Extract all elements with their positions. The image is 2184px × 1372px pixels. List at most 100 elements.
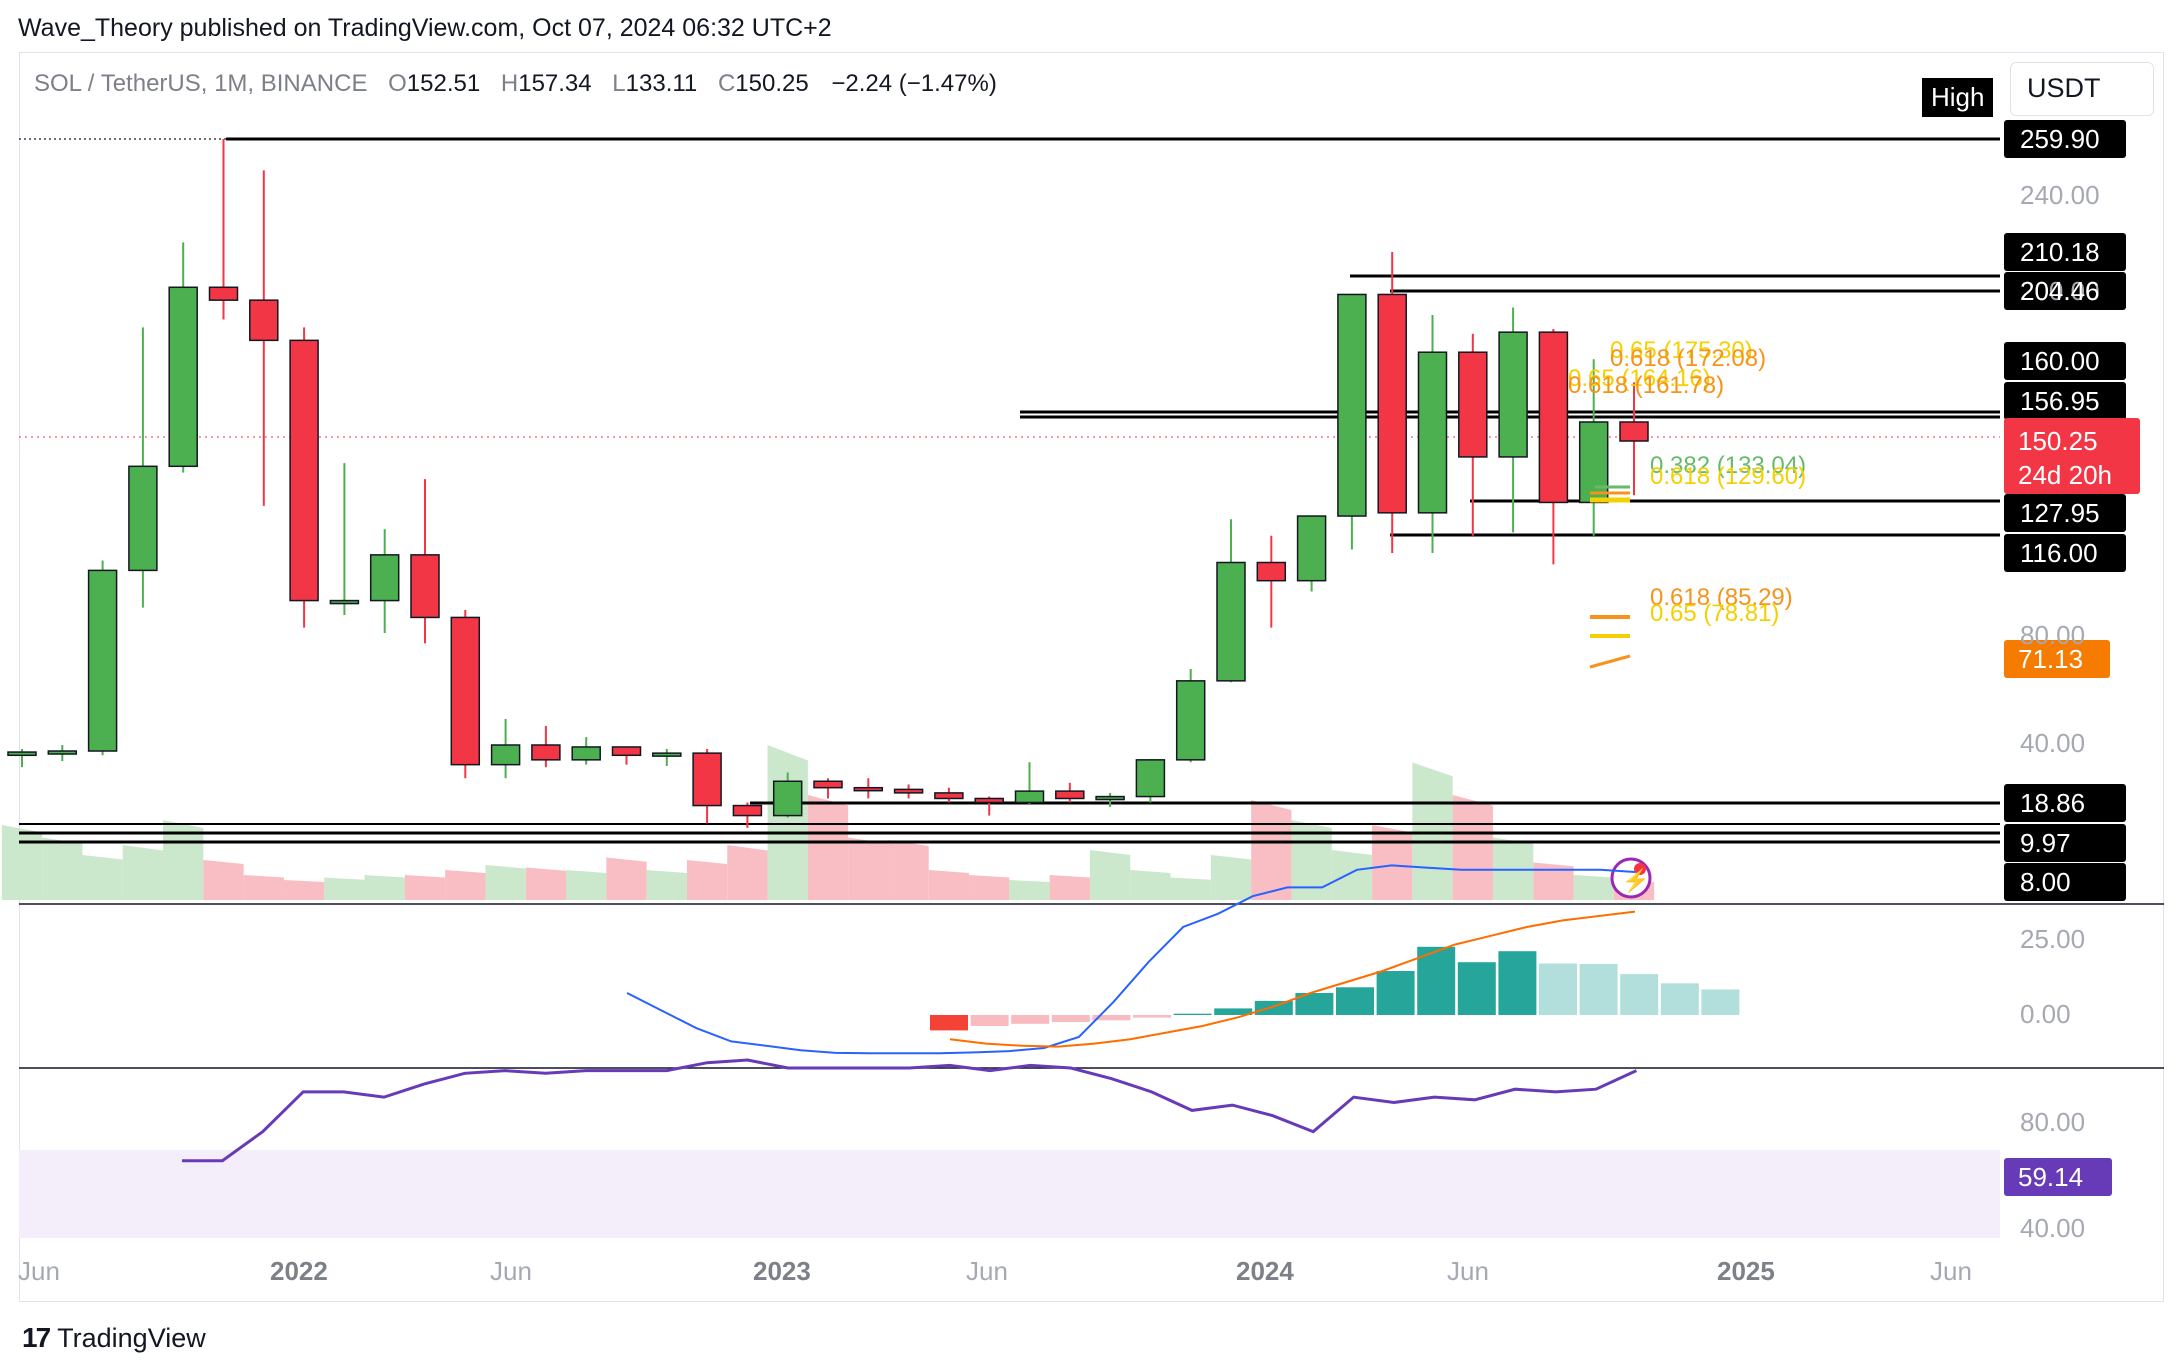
macd-histogram-bar [1173, 1013, 1212, 1015]
tradingview-brand: TradingView [57, 1322, 206, 1353]
macd-line [626, 864, 1636, 1055]
price-level-tag [2004, 382, 2126, 420]
candle-body [490, 744, 521, 766]
macd-histogram-bar [1092, 1015, 1131, 1021]
price-level-tag-text: 9.97 [2020, 828, 2071, 858]
background-area [1412, 762, 1453, 900]
macd-histogram-bar [1336, 987, 1374, 1015]
background-area [1492, 837, 1534, 900]
fib-labels-group [1589, 485, 1631, 669]
background-area [1009, 880, 1050, 900]
macd-signal-line [949, 910, 1636, 1048]
candle-body [1175, 680, 1206, 761]
background-area [404, 875, 446, 900]
candle-body [128, 465, 158, 572]
price-level-tag [2004, 534, 2126, 572]
high-value: 157.34 [518, 70, 592, 97]
fib-label: 0.382 (133.04) [1650, 452, 1806, 479]
background-area [1331, 850, 1373, 900]
background-area [1573, 875, 1614, 900]
candle-body [1337, 293, 1367, 517]
price-axis-tick: 40.00 [2020, 728, 2085, 758]
open-label: O [388, 70, 407, 97]
candle-body [571, 746, 601, 761]
price-axis-tick: 200.00 [2020, 276, 2100, 306]
time-axis-label: 2025 [1717, 1256, 1775, 1286]
currency-button[interactable]: USDT [2010, 62, 2154, 116]
candle-body [692, 752, 722, 807]
background-area [525, 867, 567, 900]
macd-histogram-bar [1579, 963, 1618, 1015]
price-axis-tick: 80.00 [2020, 620, 2085, 650]
background-area [42, 837, 83, 900]
background-area [1372, 825, 1413, 900]
candle-body [410, 554, 440, 619]
macd-histogram-bar [1051, 1015, 1090, 1023]
background-area [1089, 850, 1131, 900]
price-level-tag [2004, 784, 2126, 822]
time-axis-label: Jun [1930, 1256, 1972, 1286]
background-area-group [1, 745, 1655, 900]
symbol-legend: SOL / TetherUS, 1M, BINANCE O152.51 H157… [34, 70, 997, 98]
candle-body [1578, 421, 1609, 504]
macd-histogram-bar [970, 1015, 1009, 1026]
alert-icon-dot [1634, 863, 1646, 875]
candle-body [853, 786, 884, 792]
background-area [203, 860, 244, 900]
background-area [848, 837, 889, 900]
low-label: L [612, 70, 626, 97]
background-area [969, 875, 1010, 900]
background-area [82, 855, 123, 900]
candle-body [531, 744, 561, 761]
background-area [1, 825, 43, 900]
background-area [283, 880, 325, 900]
price-level-tag [2004, 272, 2126, 310]
candle-body [813, 780, 843, 789]
price-level-tag [2004, 233, 2126, 271]
tradingview-footer[interactable]: 17 TradingView [22, 1322, 206, 1354]
time-axis-label: 2022 [270, 1256, 328, 1286]
background-area [1049, 875, 1090, 900]
price-level-tag-text: 210.18 [2020, 237, 2100, 267]
price-axis-tick: 240.00 [2020, 180, 2100, 210]
countdown-value: 24d 20h [2018, 460, 2112, 490]
macd-axis-tick: 0.00 [2020, 999, 2071, 1029]
tradingview-logo-icon: 17 [22, 1322, 51, 1353]
fib-label: 0.65 (78.81) [1650, 600, 1779, 627]
background-area [163, 820, 204, 900]
candle-body [289, 339, 319, 602]
macd-histogram-bar [1620, 974, 1659, 1015]
open-value: 152.51 [406, 70, 481, 97]
candle-body [1256, 561, 1287, 582]
background-area [324, 877, 365, 900]
macd-histogram-bar [1254, 1000, 1293, 1015]
candle-body [732, 804, 763, 817]
macd-histogram-bar [1457, 962, 1496, 1015]
price-level-tag-text: 8.00 [2020, 867, 2071, 897]
orange-level-value: 71.13 [2018, 644, 2083, 674]
macd-group [626, 864, 1740, 1055]
candle-body [772, 780, 803, 817]
background-area [1452, 795, 1493, 900]
candle-body [1055, 790, 1085, 800]
high-badge[interactable]: High [1922, 78, 1994, 117]
fib-marker [1589, 654, 1631, 669]
price-level-tag [2004, 863, 2126, 901]
candle-body [934, 792, 964, 800]
symbol-pair[interactable]: SOL / TetherUS, 1M, BINANCE [34, 70, 368, 97]
candle-body [1135, 759, 1166, 798]
macd-histogram-bar [1133, 1015, 1171, 1018]
close-label: C [717, 70, 736, 97]
background-area [646, 870, 687, 900]
fib-label: 0.618 (129.60) [1650, 463, 1806, 490]
macd-histogram-bar [1214, 1008, 1253, 1015]
background-area [122, 845, 164, 900]
background-area [686, 860, 728, 900]
candle-body [1417, 351, 1448, 514]
time-axis-label: 2024 [1236, 1256, 1294, 1286]
background-area [566, 870, 607, 900]
background-area [243, 875, 284, 900]
fib-label: 0.65 (164.16) [1568, 365, 1711, 392]
candle-body [1619, 421, 1649, 442]
